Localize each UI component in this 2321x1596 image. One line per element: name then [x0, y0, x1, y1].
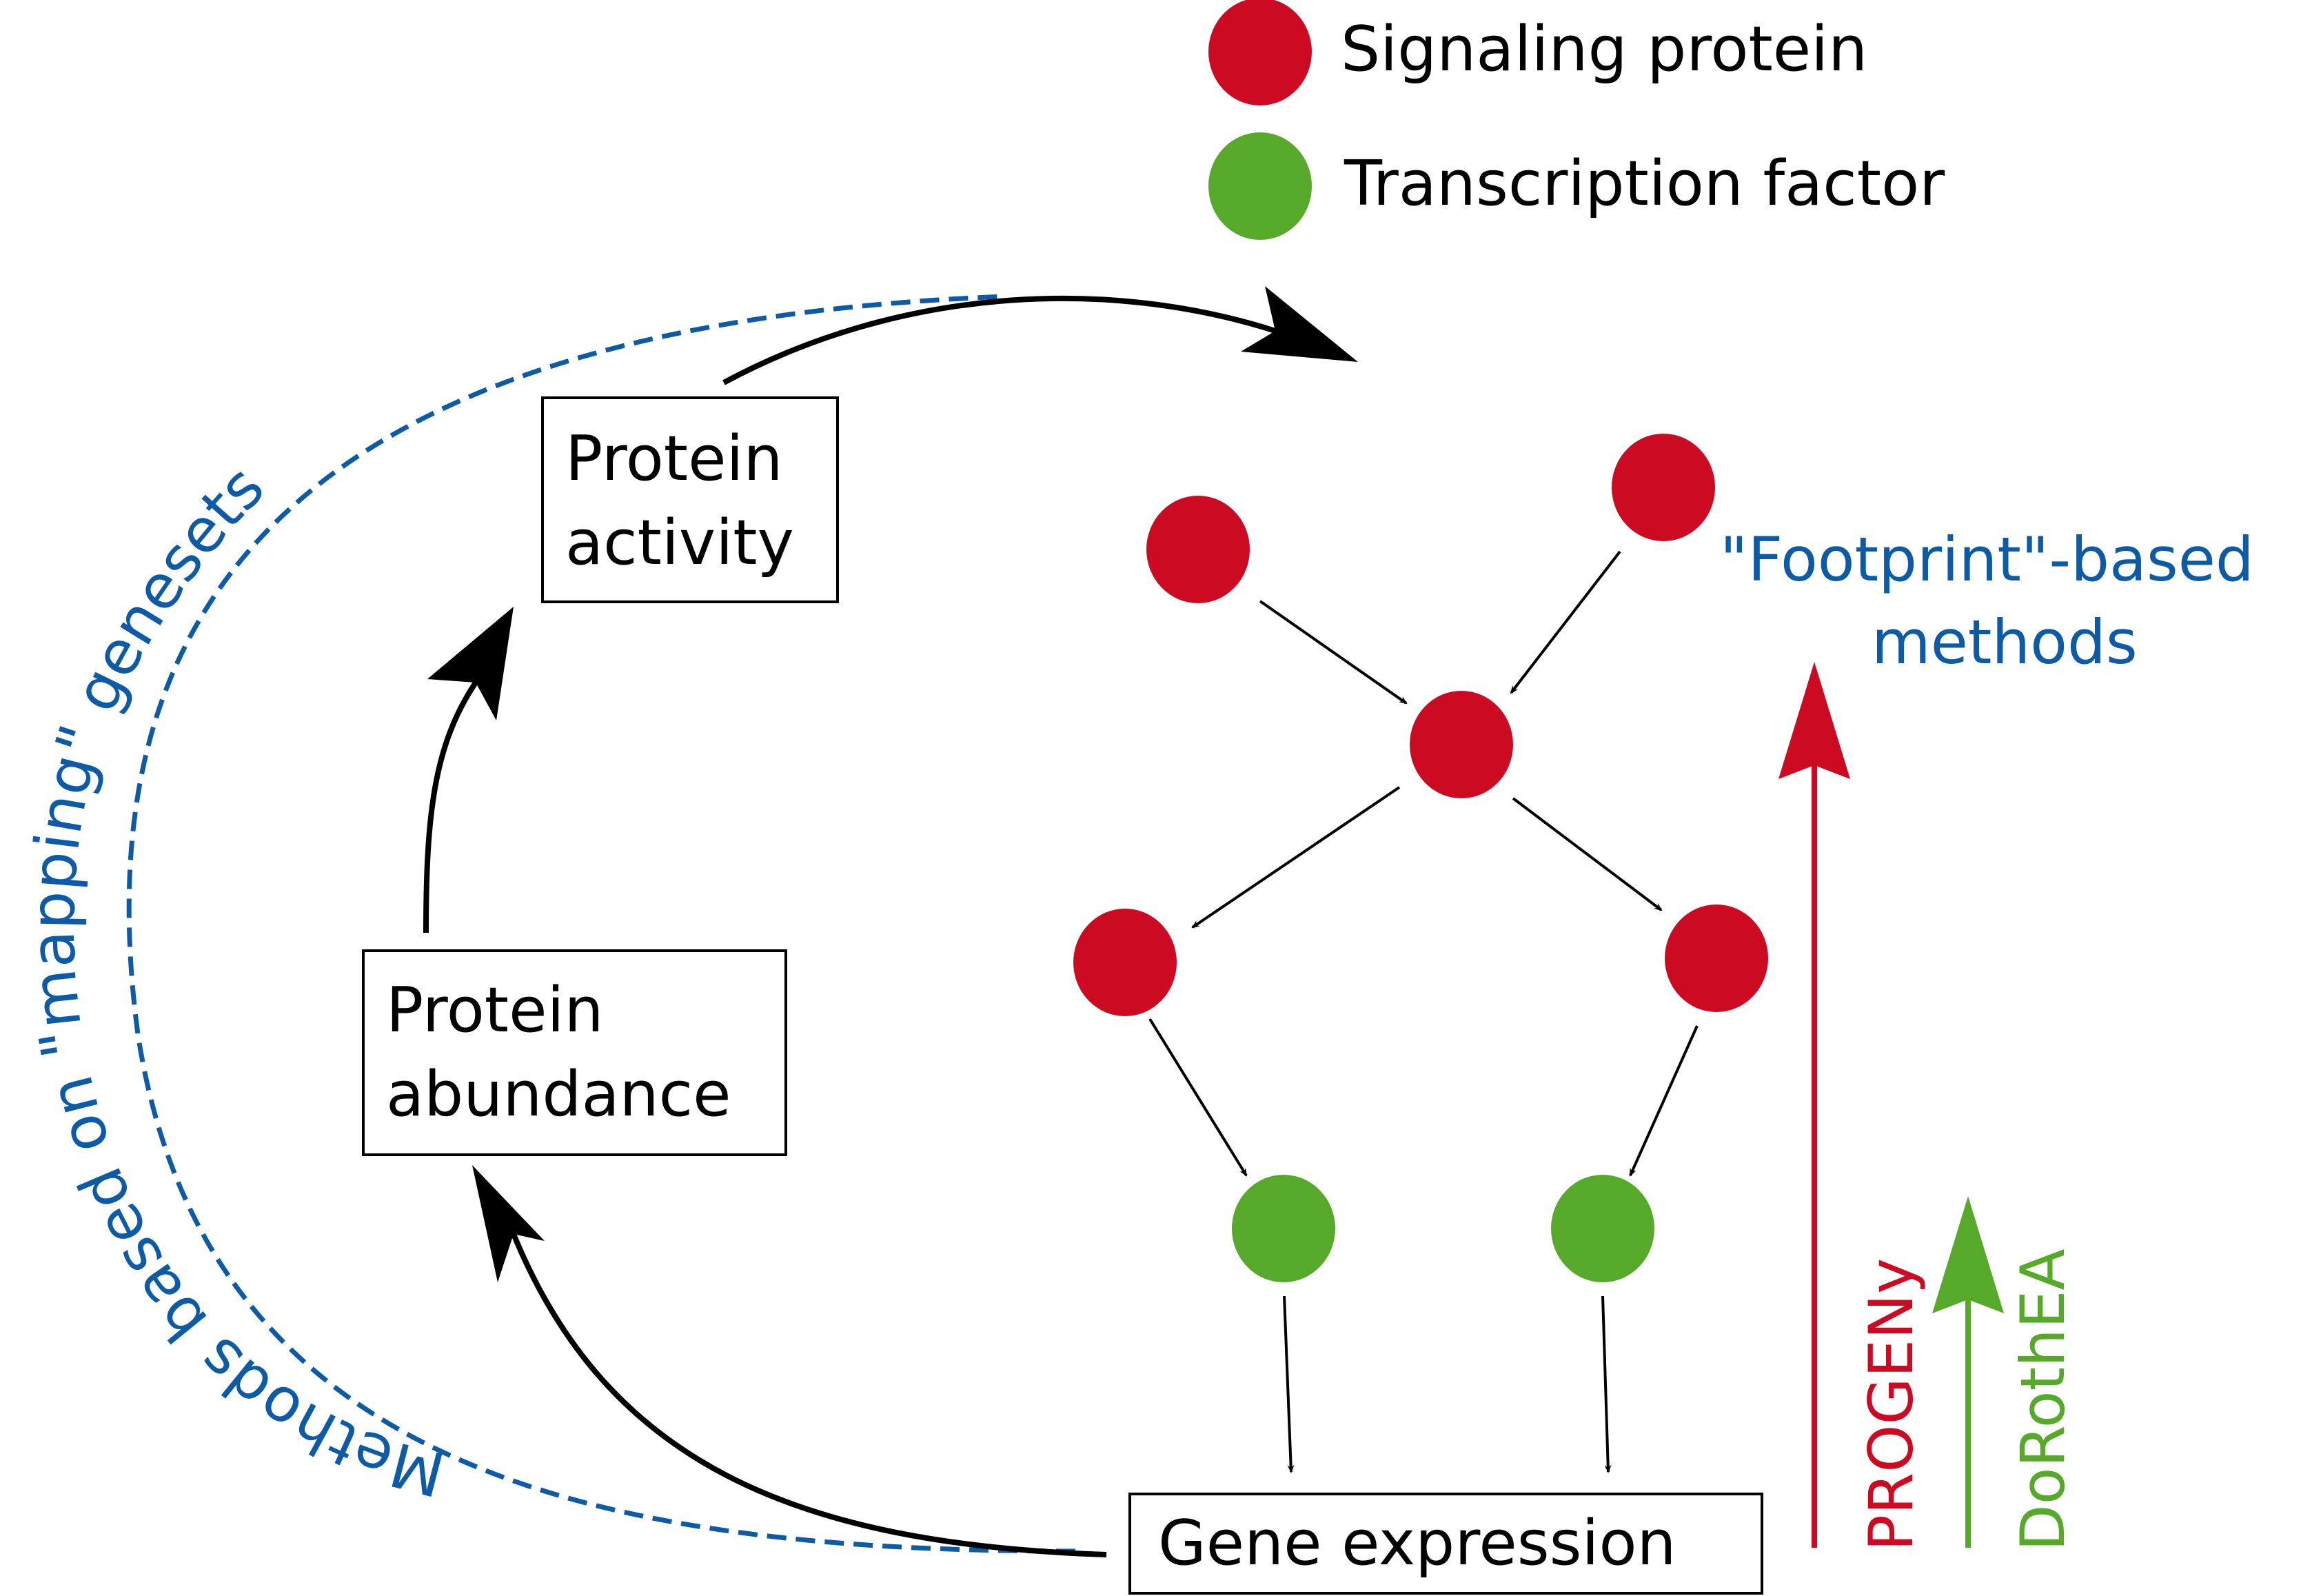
arrow-activity-to-network — [722, 295, 1277, 385]
signaling-node-2 — [1612, 434, 1715, 541]
signaling-node-5 — [1665, 905, 1768, 1012]
footprint-line-2: methods — [1872, 606, 2138, 678]
mapping-dashed-arc — [126, 294, 1076, 1554]
legend-signaling-label: Signaling protein — [1341, 13, 1868, 85]
arrow-abundance-to-activity — [423, 680, 478, 933]
footprint-label: "Footprint"-based methods — [1720, 518, 2254, 683]
protein-abundance-box — [362, 949, 787, 1156]
signaling-node-4 — [1073, 909, 1177, 1016]
dorothea-label: DoRothEA — [2007, 1249, 2078, 1551]
protein-abundance-line-2: abundance — [386, 1058, 731, 1131]
footprint-line-1: "Footprint"-based — [1720, 524, 2254, 595]
protein-abundance-label: Protein abundance — [386, 969, 731, 1138]
legend-tf-label: Transcription factor — [1344, 148, 1945, 220]
legend-signaling-circle — [1208, 0, 1312, 105]
legend-tf-circle — [1208, 132, 1312, 240]
progeny-label: PROGENy — [1856, 1257, 1927, 1551]
network-edges — [1148, 550, 1699, 1473]
protein-abundance-line-1: Protein — [386, 974, 604, 1047]
arrow-gene-to-abundance — [511, 1233, 1107, 1557]
arrowhead-abundance-to-activity — [427, 607, 514, 720]
gene-expression-box — [1128, 1493, 1763, 1595]
protein-activity-label: Protein activity — [565, 417, 794, 586]
progeny-arrowhead — [1778, 662, 1850, 779]
signaling-node-3 — [1410, 691, 1513, 798]
protein-activity-line-2: activity — [565, 507, 794, 580]
signaling-node-1 — [1146, 496, 1250, 603]
arrowhead-gene-to-abundance — [472, 1165, 545, 1282]
network-nodes — [1073, 434, 1768, 1282]
gene-expression-label: Gene expression — [1158, 1507, 1676, 1579]
tf-node-1 — [1232, 1175, 1335, 1282]
tf-node-2 — [1551, 1175, 1654, 1282]
protein-activity-box — [541, 396, 839, 603]
dorothea-arrowhead — [1932, 1196, 2004, 1313]
arrowhead-activity-to-network — [1241, 286, 1358, 362]
protein-activity-line-1: Protein — [565, 423, 783, 495]
